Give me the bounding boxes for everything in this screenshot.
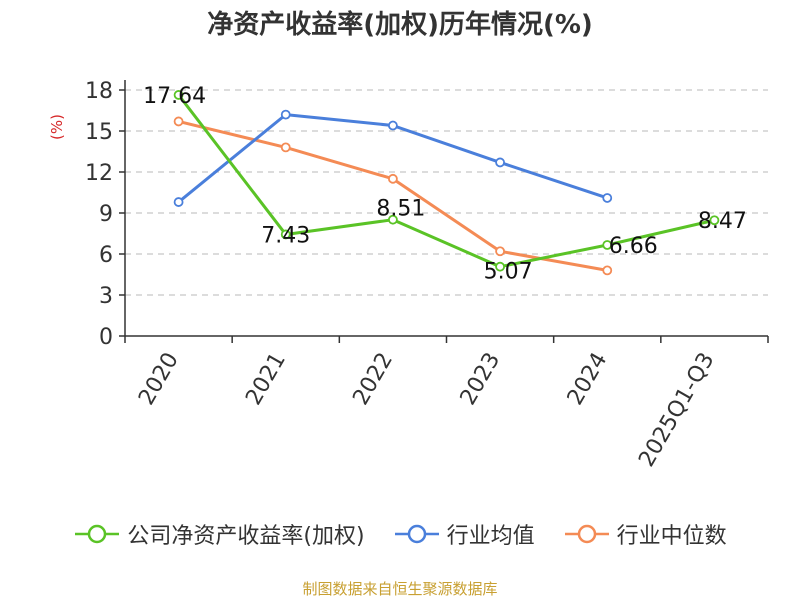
x-tick-label: 2021	[241, 349, 291, 410]
data-labels: 17.64 7.43 8.51 5.07 6.66 8.47	[143, 84, 747, 285]
legend: 公司净资产收益率(加权) 行业均值 行业中位数	[0, 518, 800, 550]
data-point	[388, 120, 398, 131]
data-point	[388, 214, 398, 225]
legend-swatch-icon	[394, 524, 439, 544]
data-label: 6.66	[609, 234, 658, 259]
data-point	[602, 240, 613, 250]
x-tick-label: 2020	[134, 349, 184, 410]
data-point	[709, 215, 720, 226]
data-source-note: 制图数据来自恒生聚源数据库	[302, 580, 498, 598]
data-point	[280, 109, 291, 120]
data-label: 8.47	[698, 209, 747, 234]
chart-title: 净资产收益率(加权)历年情况(%)	[207, 10, 593, 40]
tick-labels: 0 3 6 9 12 15 18 2020 2021 2022 2023 2024 2025Q1-Q3	[85, 79, 720, 471]
x-tick-label: 2024	[563, 349, 613, 410]
x-tick-label: 2025Q1-Q3	[634, 349, 719, 472]
data-point	[173, 90, 184, 100]
y-tick-label: 12	[85, 161, 113, 186]
data-point	[173, 116, 184, 127]
series-line	[177, 94, 715, 269]
legend-item[interactable]: 行业中位数	[563, 518, 727, 550]
data-label: 5.07	[484, 260, 533, 285]
data-point	[602, 193, 613, 203]
data-point	[495, 157, 505, 168]
y-tick-label: 15	[85, 120, 113, 145]
y-tick-label: 0	[99, 325, 113, 350]
axes	[119, 80, 769, 343]
legend-label: 行业均值	[446, 524, 535, 549]
data-label: 8.51	[376, 197, 425, 222]
legend-label: 行业中位数	[616, 524, 727, 549]
legend-swatch-icon	[564, 524, 609, 544]
legend-item[interactable]: 行业均值	[393, 518, 535, 550]
x-tick-label: 2023	[456, 349, 506, 410]
data-point	[280, 142, 291, 153]
data-point	[495, 261, 505, 272]
data-point	[388, 173, 398, 184]
series-lines	[173, 90, 720, 276]
grid-lines	[125, 89, 768, 296]
y-tick-label: 3	[99, 284, 113, 309]
y-tick-label: 9	[99, 202, 113, 227]
data-point	[602, 265, 613, 276]
data-label: 7.43	[261, 223, 310, 248]
y-axis-label: (%)	[48, 114, 66, 140]
legend-item[interactable]: 公司净资产收益率(加权)	[73, 518, 365, 550]
data-label: 17.64	[143, 84, 206, 109]
data-point	[173, 197, 184, 207]
y-tick-label: 6	[99, 243, 113, 268]
legend-label: 公司净资产收益率(加权)	[127, 524, 365, 549]
y-tick-label: 18	[85, 79, 113, 104]
data-point	[495, 246, 505, 257]
x-tick-label: 2022	[348, 349, 398, 410]
legend-swatch-icon	[75, 524, 120, 544]
data-point	[280, 229, 291, 240]
